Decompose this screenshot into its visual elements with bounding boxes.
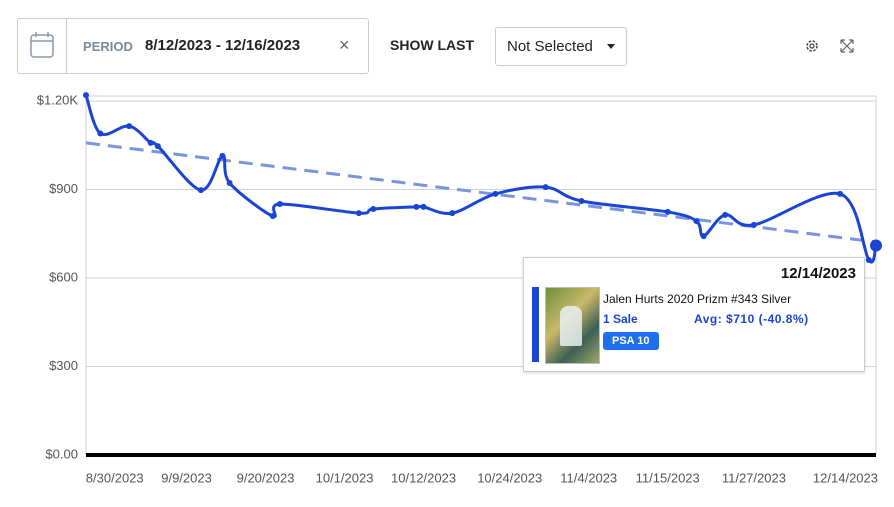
- x-tick-label: 8/30/2023: [86, 470, 144, 485]
- data-point: [197, 187, 204, 194]
- period-label: PERIOD: [83, 39, 133, 54]
- data-point: [542, 184, 549, 191]
- data-point: [693, 218, 700, 225]
- card-title: Jalen Hurts 2020 Prizm #343 Silver: [603, 292, 792, 306]
- data-point: [413, 203, 420, 210]
- x-tick-label: 10/1/2023: [316, 470, 374, 485]
- data-point: [700, 233, 707, 240]
- y-tick-label: $0.00: [45, 446, 78, 461]
- calendar-icon: [30, 32, 54, 58]
- y-tick-label: $900: [49, 181, 78, 196]
- card-image: [545, 287, 600, 364]
- x-tick-label: 10/24/2023: [477, 470, 542, 485]
- clear-button[interactable]: ×: [339, 35, 350, 55]
- data-point: [722, 211, 729, 218]
- data-point: [492, 190, 499, 197]
- y-tick-label: $600: [49, 269, 78, 284]
- x-tick-label: 11/27/2023: [722, 470, 786, 485]
- data-point: [837, 190, 844, 197]
- data-point: [420, 203, 427, 210]
- x-tick-label: 11/4/2023: [560, 470, 617, 485]
- expand-button[interactable]: [839, 38, 855, 54]
- tooltip: 12/14/2023 Jalen Hurts 2020 Prizm #343 S…: [523, 257, 865, 372]
- grade-badge: PSA 10: [603, 332, 659, 350]
- data-point: [870, 239, 882, 252]
- data-point: [355, 210, 362, 217]
- settings-button[interactable]: [804, 38, 820, 54]
- data-point: [83, 92, 89, 99]
- avg-price: Avg: $710 (-40.8%): [694, 312, 809, 326]
- calendar-button[interactable]: [18, 19, 67, 73]
- data-point: [269, 213, 276, 220]
- data-point: [865, 257, 872, 264]
- data-point: [276, 200, 283, 207]
- trend-line: [85, 141, 877, 244]
- data-point: [97, 130, 104, 137]
- data-point: [664, 208, 671, 215]
- price-line: [84, 94, 878, 264]
- data-point: [750, 221, 757, 228]
- y-tick-label: $1.20K: [37, 92, 79, 107]
- data-point: [219, 152, 226, 159]
- x-tick-label: 10/12/2023: [391, 470, 456, 485]
- dropdown-caret: [607, 44, 615, 49]
- data-point: [578, 198, 585, 205]
- show-last-label: SHOW LAST: [390, 37, 474, 53]
- y-tick-label: $300: [49, 358, 78, 373]
- x-tick-label: 11/15/2023: [636, 470, 700, 485]
- show-last-dropdown[interactable]: Not Selected: [495, 27, 627, 66]
- dropdown-value: Not Selected: [507, 38, 593, 55]
- data-point: [147, 139, 154, 146]
- tooltip-accent: [532, 287, 539, 362]
- data-point: [370, 205, 377, 212]
- data-point: [154, 143, 161, 150]
- data-point: [226, 180, 233, 187]
- x-tick-label: 12/14/2023: [813, 470, 878, 485]
- x-tick-label: 9/20/2023: [237, 470, 295, 485]
- data-point: [449, 210, 456, 217]
- tooltip-date: 12/14/2023: [780, 265, 856, 282]
- x-tick-label: 9/9/2023: [161, 470, 212, 485]
- sales-count: 1 Sale: [603, 312, 638, 326]
- period-filter[interactable]: PERIOD 8/12/2023 - 12/16/2023 ×: [17, 18, 369, 74]
- period-value: 8/12/2023 - 12/16/2023: [145, 37, 301, 54]
- data-point: [126, 123, 133, 130]
